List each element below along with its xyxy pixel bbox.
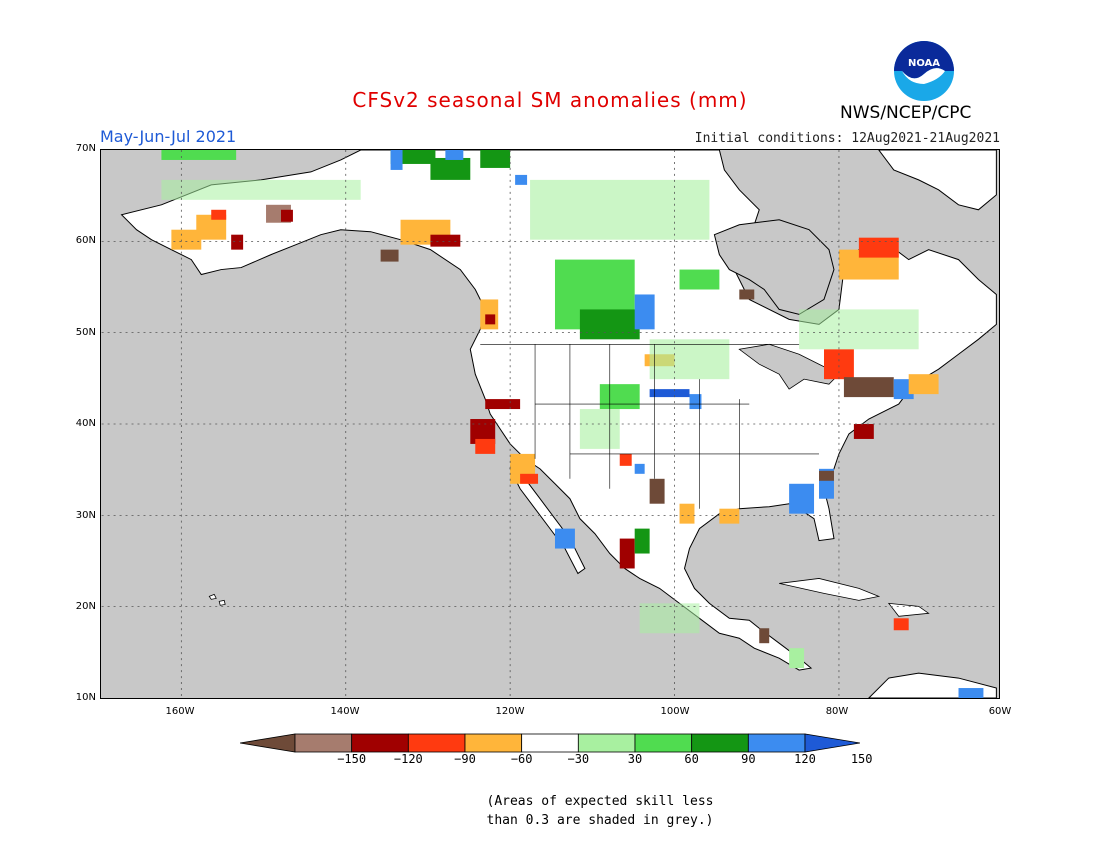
colorbar-segment	[464, 733, 523, 753]
skill-note: (Areas of expected skill less than 0.3 a…	[0, 792, 1100, 830]
colorbar-segment	[634, 733, 693, 753]
colorbar-segment	[747, 733, 806, 753]
lat-label-50n: 50N	[75, 327, 96, 338]
lon-label-60w: 60W	[988, 706, 1012, 717]
colorbar-tick-label: 120	[794, 752, 816, 766]
colorbar-segment	[351, 733, 409, 753]
initial-conditions-label: Initial conditions: 12Aug2021-21Aug2021	[694, 131, 1000, 146]
colorbar-tick-label: −120	[393, 752, 423, 766]
anomaly-cells	[161, 150, 984, 698]
colorbar-tick-label: 90	[741, 752, 756, 766]
greenland-land	[878, 150, 997, 211]
anomaly-map	[100, 149, 1000, 699]
colorbar-segment-max	[804, 733, 860, 753]
colorbar-segment-min	[240, 733, 296, 753]
colorbar-segment	[294, 733, 353, 753]
lat-label-10n: 10N	[75, 692, 96, 703]
colorbar-tick-label: −90	[454, 752, 476, 766]
agency-label: NWS/NCEP/CPC	[840, 103, 972, 123]
lat-label-20n: 20N	[75, 601, 96, 612]
colorbar-segment	[407, 733, 466, 753]
lon-label-120w: 120W	[495, 706, 525, 717]
hawaii-islands	[208, 593, 226, 606]
state-boundaries	[480, 343, 820, 509]
colorbar-segment	[521, 733, 579, 753]
graticule	[101, 150, 999, 698]
hudson-bay	[713, 219, 835, 315]
colorbar-tick-label: −30	[567, 752, 590, 766]
lat-label-30n: 30N	[75, 510, 96, 521]
lon-label-100w: 100W	[660, 706, 690, 717]
lat-label-70n: 70N	[75, 143, 96, 154]
colorbar-tick-label: −150	[337, 752, 367, 766]
season-label: May-Jun-Jul 2021	[100, 127, 237, 146]
colorbar-tick-label: 30	[627, 752, 643, 766]
lon-label-80w: 80W	[825, 706, 849, 717]
lat-label-40n: 40N	[75, 418, 96, 429]
lat-label-60n: 60N	[75, 235, 96, 246]
colorbar-tick-label: 60	[684, 752, 699, 766]
lon-label-160w: 160W	[165, 706, 195, 717]
colorbar-segment	[577, 733, 636, 753]
colorbar-segment	[691, 733, 749, 753]
caribbean-islands	[779, 578, 930, 617]
map-title: CFSv2 seasonal SM anomalies (mm)	[352, 88, 748, 112]
logo-text: NOAA	[908, 58, 940, 69]
lon-label-140w: 140W	[330, 706, 360, 717]
skill-note-line2: than 0.3 are shaded in grey.)	[486, 813, 714, 828]
colorbar	[240, 733, 860, 753]
noaa-logo: NOAA	[894, 41, 954, 101]
colorbar-tick-label: 150	[850, 752, 873, 766]
skill-note-line1: (Areas of expected skill less	[486, 794, 714, 809]
great-lakes	[738, 343, 840, 390]
colorbar-tick-label: −60	[510, 752, 533, 766]
